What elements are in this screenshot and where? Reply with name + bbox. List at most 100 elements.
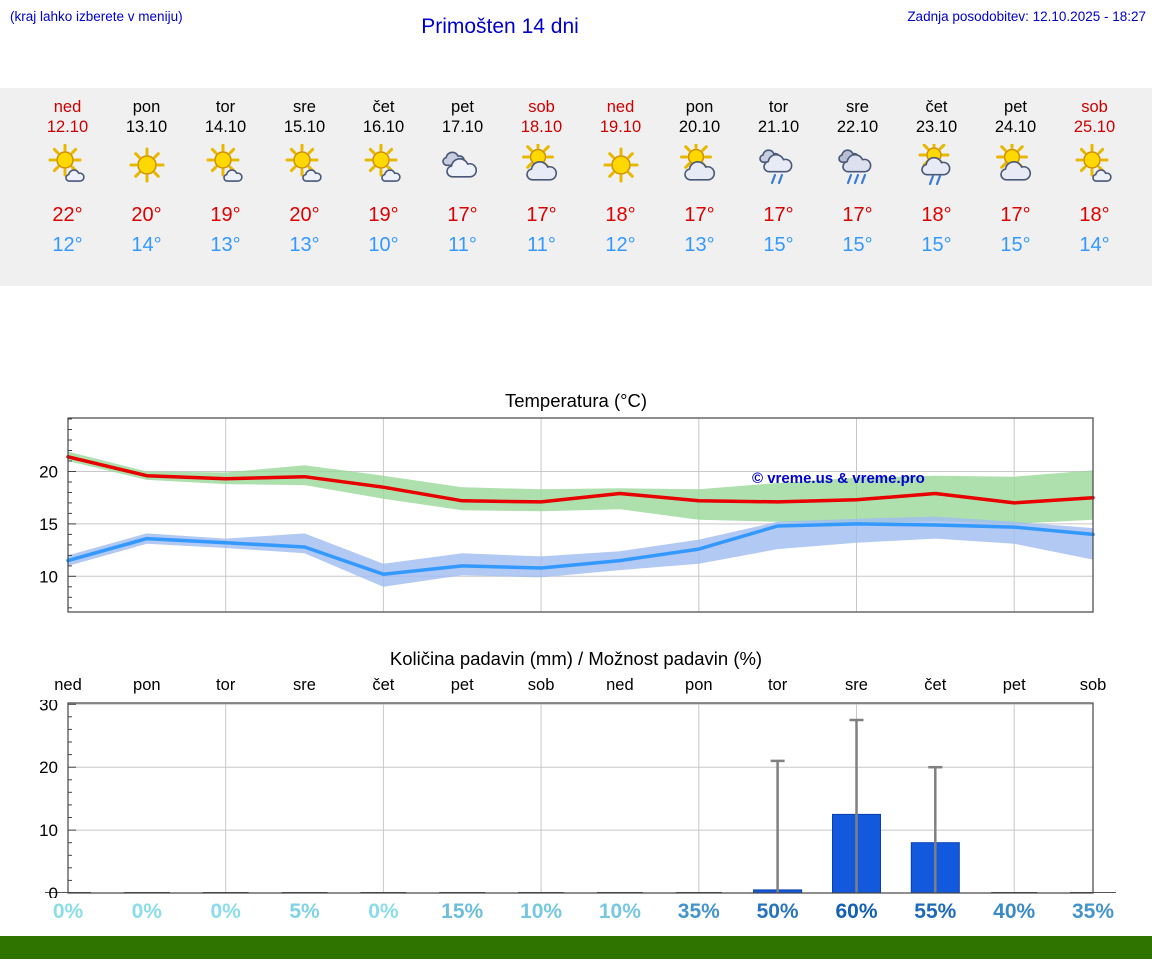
- partly-cloudy-icon: [976, 138, 1055, 194]
- low-temp: 11°: [448, 234, 477, 256]
- heavy-rain-icon: [818, 138, 897, 194]
- low-temp: 15°: [1000, 234, 1031, 256]
- precip-probability: 15%: [441, 900, 484, 923]
- low-temp: 14°: [1079, 234, 1110, 256]
- high-temp: 20°: [289, 204, 320, 226]
- high-temp: 17°: [1000, 204, 1031, 226]
- header: (kraj lahko izberete v meniju) Primošten…: [0, 0, 1152, 46]
- precip-probability: 40%: [993, 900, 1036, 923]
- page-title: Primošten 14 dni: [421, 15, 579, 38]
- forecast-day: čet 16.10 19° 10°: [344, 98, 423, 260]
- precip-probability: 10%: [520, 900, 563, 923]
- low-temp: 12°: [605, 234, 636, 256]
- partly-cloudy-icon: [660, 138, 739, 194]
- precip-probability: 35%: [1071, 900, 1115, 923]
- low-temp: 15°: [842, 234, 873, 256]
- sun-rain-icon: [897, 138, 976, 194]
- temperature-chart: 10 15 20 © vreme.us & vreme.pro: [39, 417, 1095, 613]
- day-name: ned: [53, 98, 82, 116]
- watermark: © vreme.us & vreme.pro: [752, 470, 925, 487]
- day-name: sob: [1081, 98, 1108, 116]
- forecast-day: sob 18.10 17° 11°: [502, 98, 581, 260]
- forecast-day: sre 22.10 17° 15°: [818, 98, 897, 260]
- day-date: 24.10: [994, 118, 1037, 136]
- day-date: 21.10: [757, 118, 800, 136]
- day-date: 20.10: [678, 118, 721, 136]
- high-temp: 22°: [52, 204, 83, 226]
- sunny-icon: [581, 138, 660, 194]
- precip-day-label: tor: [767, 676, 788, 694]
- day-date: 25.10: [1073, 118, 1116, 136]
- low-temp: 13°: [289, 234, 320, 256]
- precip-day-label: pon: [133, 676, 161, 694]
- day-name: ned: [606, 98, 635, 116]
- day-name: pon: [132, 98, 161, 116]
- forecast-day: pet 17.10 17° 11°: [423, 98, 502, 260]
- precip-probability: 55%: [914, 900, 957, 923]
- high-temp: 17°: [526, 204, 557, 226]
- forecast-day: ned 12.10 22° 12°: [28, 98, 107, 260]
- low-temp: 14°: [131, 234, 162, 256]
- high-temp: 18°: [1079, 204, 1110, 226]
- day-date: 15.10: [283, 118, 326, 136]
- day-date: 13.10: [125, 118, 168, 136]
- low-temp: 13°: [684, 234, 715, 256]
- mostly-sunny-icon: [1055, 138, 1134, 194]
- precip-probability: 5%: [289, 900, 320, 923]
- high-temp: 19°: [368, 204, 399, 226]
- forecast-day: sob 25.10 18° 14°: [1055, 98, 1134, 260]
- precip-probability: 0%: [210, 900, 241, 923]
- precip-probability: 0%: [368, 900, 399, 923]
- forecast-day: sre 15.10 20° 13°: [265, 98, 344, 260]
- location-hint: (kraj lahko izberete v meniju): [10, 9, 183, 24]
- day-name: pet: [1004, 98, 1027, 116]
- day-name: sre: [846, 98, 869, 116]
- precip-day-label: sre: [845, 676, 868, 694]
- low-temp: 11°: [527, 234, 556, 256]
- day-date: 19.10: [599, 118, 642, 136]
- svg-text:20: 20: [39, 758, 58, 777]
- high-temp: 18°: [921, 204, 952, 226]
- precip-probability: 50%: [756, 900, 799, 923]
- precip-day-label: čet: [372, 676, 395, 694]
- precip-day-label: čet: [924, 676, 947, 694]
- precip-day-label: ned: [606, 676, 634, 694]
- precip-day-label: ned: [54, 676, 82, 694]
- temperature-chart-title: Temperatura (°C): [504, 390, 648, 411]
- precip-day-label: sob: [1079, 676, 1107, 694]
- svg-text:10: 10: [39, 821, 58, 840]
- day-name: čet: [372, 98, 395, 116]
- high-temp: 17°: [842, 204, 873, 226]
- svg-text:10: 10: [39, 567, 58, 586]
- precip-probability-row: 0% 0% 0% 5% 0% 15% 10% 10% 35% 50% 60% 55% 40% 35%: [0, 898, 1152, 932]
- rain-icon: [739, 138, 818, 194]
- svg-text:30: 30: [39, 700, 58, 714]
- precipitation-chart-title: Količina padavin (mm) / Možnost padavin …: [389, 648, 763, 669]
- forecast-day: tor 14.10 19° 13°: [186, 98, 265, 260]
- precip-day-labels: ned pon tor sre čet pet sob ned pon tor sre čet pet s…: [0, 674, 1152, 700]
- precip-probability: 35%: [677, 900, 720, 923]
- high-temp: 20°: [131, 204, 162, 226]
- forecast-day: pon 20.10 17° 13°: [660, 98, 739, 260]
- day-date: 23.10: [915, 118, 958, 136]
- forecast-strip: ned 12.10 22° 12° pon 13.10 20° 14° tor 14.10 19° 1…: [28, 98, 1134, 260]
- footer-bar: [0, 936, 1152, 959]
- day-date: 14.10: [204, 118, 247, 136]
- high-temp: 19°: [210, 204, 241, 226]
- day-date: 18.10: [520, 118, 563, 136]
- low-temp: 12°: [52, 234, 83, 256]
- precip-probability: 0%: [131, 900, 162, 923]
- day-name: sob: [528, 98, 555, 116]
- day-date: 16.10: [362, 118, 405, 136]
- svg-text:0: 0: [49, 884, 58, 898]
- high-temp: 17°: [684, 204, 715, 226]
- high-temp: 17°: [447, 204, 478, 226]
- day-date: 22.10: [836, 118, 879, 136]
- day-name: tor: [768, 98, 789, 116]
- mostly-sunny-icon: [265, 138, 344, 194]
- mostly-sunny-icon: [344, 138, 423, 194]
- svg-text:15: 15: [39, 515, 58, 534]
- day-date: 17.10: [441, 118, 484, 136]
- partly-cloudy-icon: [502, 138, 581, 194]
- precip-day-label: pet: [1002, 676, 1026, 694]
